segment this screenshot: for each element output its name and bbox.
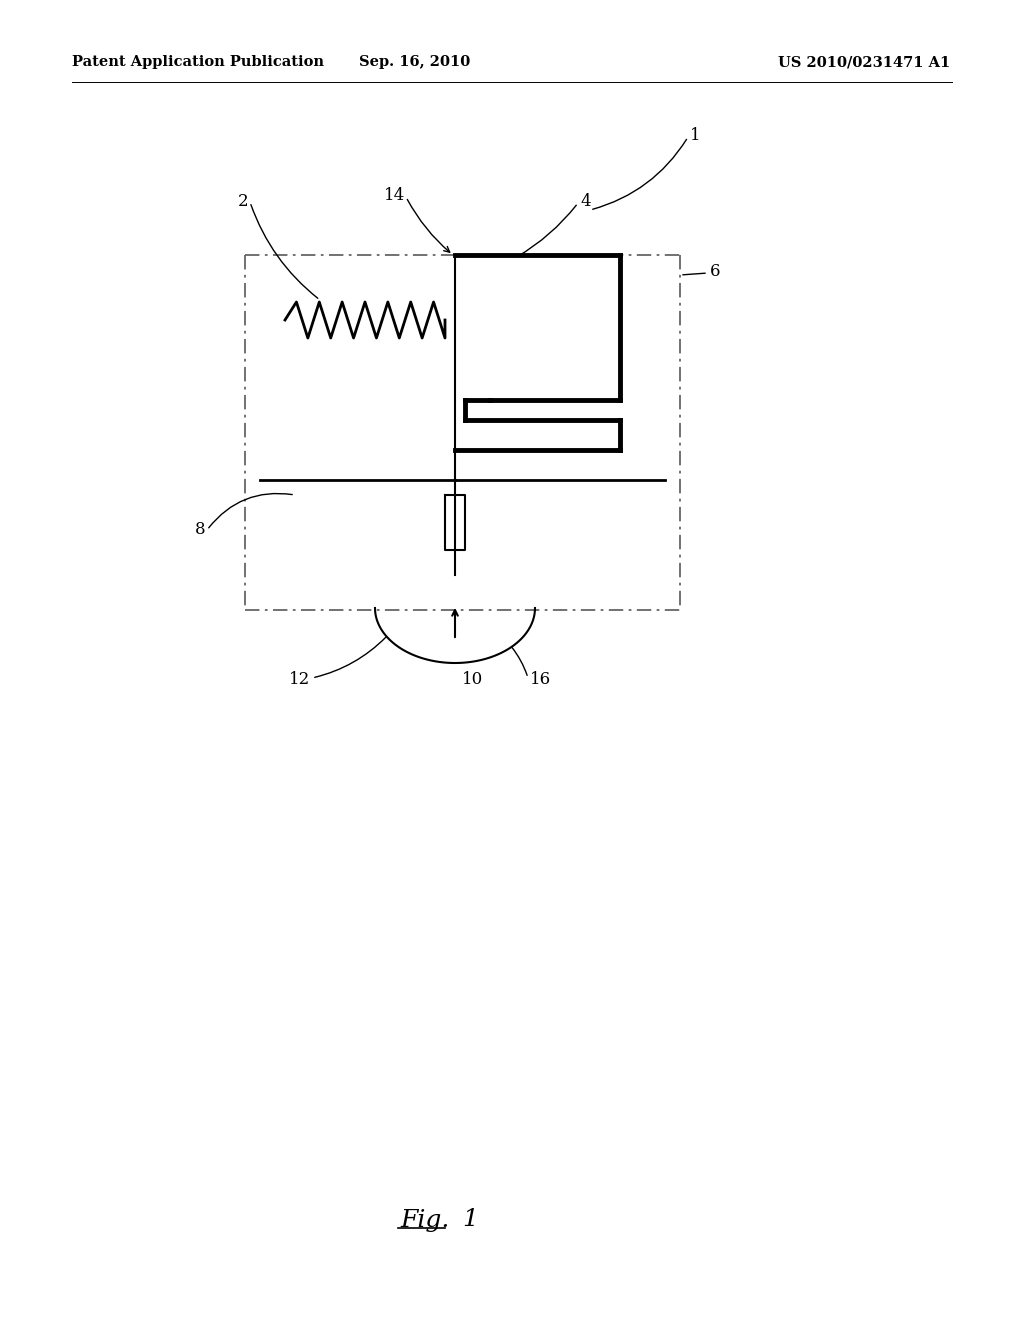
Text: US 2010/0231471 A1: US 2010/0231471 A1 [778, 55, 950, 69]
Text: 1: 1 [455, 1209, 479, 1232]
Text: 16: 16 [530, 672, 551, 689]
Text: 6: 6 [710, 264, 721, 281]
Text: 1: 1 [690, 127, 700, 144]
Text: 2: 2 [238, 194, 248, 210]
Text: Patent Application Publication: Patent Application Publication [72, 55, 324, 69]
Text: Sep. 16, 2010: Sep. 16, 2010 [359, 55, 471, 69]
Text: 4: 4 [580, 194, 591, 210]
Text: 14: 14 [384, 186, 406, 203]
Text: 8: 8 [195, 521, 205, 539]
Text: 10: 10 [462, 672, 483, 689]
Text: 12: 12 [289, 672, 310, 689]
Text: Fig.: Fig. [400, 1209, 450, 1232]
